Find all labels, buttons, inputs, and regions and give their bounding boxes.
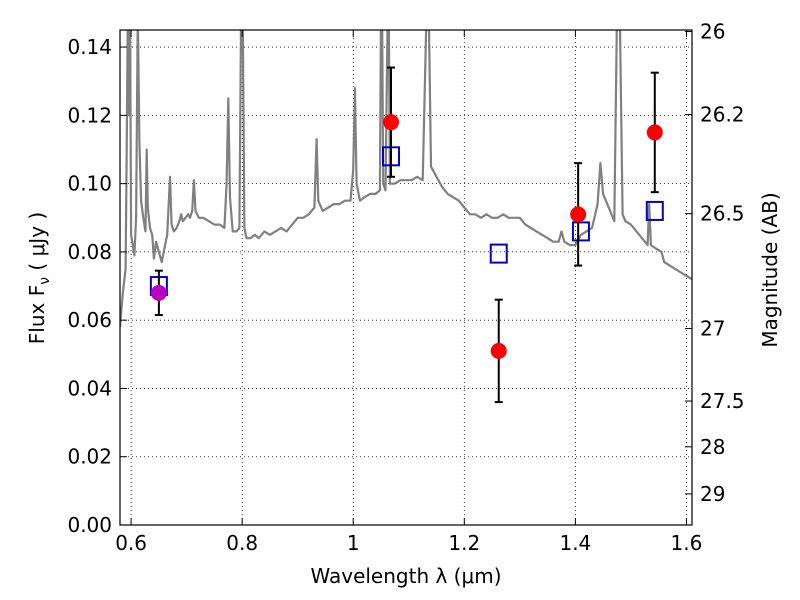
plot-frame bbox=[119, 29, 693, 526]
right-tick-label: 26 bbox=[700, 20, 725, 44]
right-tick-label: 28 bbox=[700, 435, 725, 459]
y-axis-title-sub: ν bbox=[37, 277, 53, 285]
y-tick-label: 0.10 bbox=[67, 172, 112, 196]
right-tick-label: 26.2 bbox=[700, 103, 745, 127]
observed-point bbox=[646, 124, 663, 141]
observed-point bbox=[490, 342, 507, 359]
observed-point bbox=[383, 114, 400, 131]
x-tick-label: 1.6 bbox=[671, 531, 703, 555]
y-tick-label: 0.12 bbox=[67, 103, 112, 127]
right-tick-label: 26.5 bbox=[700, 202, 745, 226]
axis-ticks: 0.6 0.8 1 1.2 1.4 1.6 0.00 0.02 0.04 0.06 0.08 0.10… bbox=[67, 20, 744, 555]
y-tick-label: 0.00 bbox=[67, 513, 112, 537]
y-axis-title-unit: ( μJy ) bbox=[25, 212, 49, 277]
y-axis-title-main: Flux F bbox=[25, 285, 49, 344]
photometry-series bbox=[149, 66, 664, 404]
right-tick-label: 29 bbox=[700, 482, 725, 506]
y-tick-label: 0.04 bbox=[67, 376, 112, 400]
right-tick-label: 27 bbox=[700, 317, 725, 341]
y-tick-label: 0.06 bbox=[67, 308, 112, 332]
right-tick-label: 27.5 bbox=[700, 389, 745, 413]
observed-point bbox=[150, 284, 167, 301]
model-photometry-square bbox=[571, 221, 590, 242]
x-tick-label: 1.2 bbox=[448, 531, 480, 555]
x-tick-label: 0.8 bbox=[226, 531, 258, 555]
x-tick-label: 1.4 bbox=[559, 531, 591, 555]
model-photometry-square bbox=[489, 243, 508, 264]
y-tick-label: 0.08 bbox=[67, 240, 112, 264]
x-tick-label: 1 bbox=[347, 531, 360, 555]
y-tick-label: 0.02 bbox=[67, 445, 112, 469]
observed-point bbox=[570, 206, 587, 223]
y-axis-title: Flux Fν ( μJy ) bbox=[25, 212, 53, 344]
x-tick-label: 0.6 bbox=[115, 531, 147, 555]
right-axis-title: Magnitude (AB) bbox=[758, 192, 782, 347]
y-tick-label: 0.14 bbox=[67, 35, 112, 59]
x-axis-title: Wavelength λ (μm) bbox=[310, 564, 501, 588]
model-photometry-square bbox=[645, 200, 664, 221]
